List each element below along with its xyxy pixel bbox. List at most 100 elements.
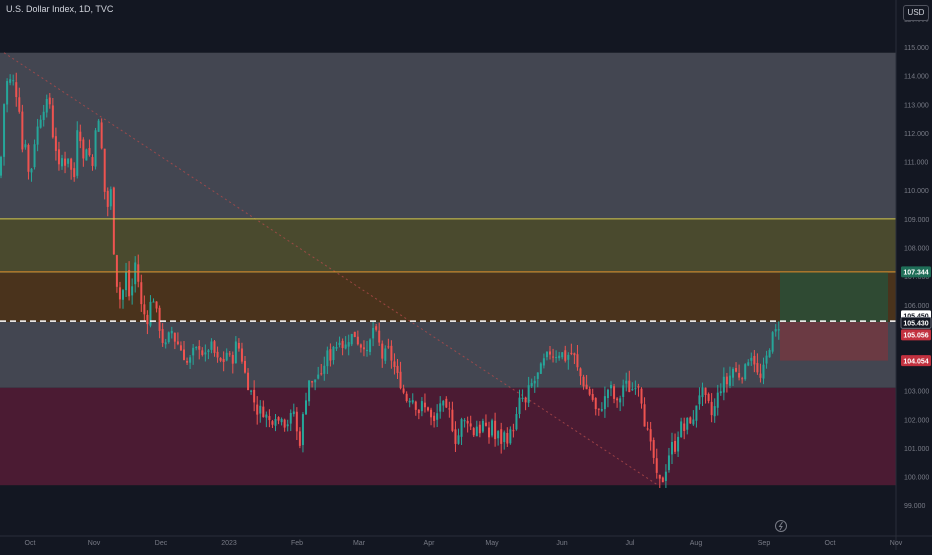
- candle-body: [545, 351, 548, 358]
- candle-body: [146, 314, 149, 325]
- candle-body: [427, 407, 429, 411]
- candle-body: [311, 381, 314, 383]
- x-tick-label: Dec: [155, 540, 168, 547]
- candle-body: [744, 364, 747, 380]
- candle-body: [631, 388, 634, 391]
- currency-button[interactable]: USD: [903, 5, 929, 21]
- candle-body: [6, 81, 9, 105]
- candle-body: [680, 421, 683, 438]
- candle-body: [183, 349, 185, 361]
- long-position-target-zone: [780, 271, 888, 322]
- candle-body: [582, 376, 585, 387]
- candle-body: [698, 395, 701, 405]
- candle-body: [323, 365, 326, 374]
- candle-body: [484, 422, 487, 426]
- long-position-stop-zone: [780, 321, 888, 361]
- candle-body: [423, 402, 426, 408]
- candle-body: [335, 347, 338, 349]
- candle-body: [228, 353, 231, 355]
- candle-body: [15, 82, 18, 98]
- candle-body: [637, 386, 640, 388]
- candle-body: [237, 342, 240, 349]
- candle-body: [613, 386, 616, 399]
- candle-body: [728, 375, 731, 386]
- candle-body: [527, 385, 530, 403]
- candle-body: [100, 122, 103, 149]
- candle-body: [201, 350, 204, 355]
- candle-body: [344, 344, 347, 349]
- candle-body: [286, 424, 289, 427]
- x-tick-label: Jul: [626, 540, 635, 547]
- candle-body: [143, 304, 146, 315]
- candle-body: [521, 397, 524, 399]
- candle-body: [274, 418, 277, 426]
- candle-body: [378, 330, 381, 343]
- candle-body: [88, 147, 91, 156]
- price-badge-bg: [901, 329, 931, 341]
- candle-body: [430, 409, 433, 418]
- x-tick-label: Aug: [690, 540, 703, 547]
- candle-body: [674, 440, 677, 452]
- candle-body: [475, 426, 478, 437]
- candle-body: [61, 158, 63, 167]
- candle-body: [399, 371, 402, 389]
- candle-body: [402, 388, 405, 393]
- candle-body: [558, 355, 561, 359]
- y-tick-label: 100.000: [904, 475, 929, 482]
- candle-body: [738, 373, 741, 378]
- x-tick-label: Oct: [25, 540, 36, 547]
- candle-body: [771, 332, 774, 352]
- candle-body: [308, 380, 311, 402]
- candle-body: [320, 373, 323, 375]
- candle-body: [240, 348, 243, 362]
- candle-body: [353, 331, 356, 337]
- candle-body: [463, 420, 466, 422]
- candle-body: [420, 401, 423, 412]
- candle-body: [21, 111, 24, 150]
- dotted-trendline: [3, 52, 659, 486]
- y-tick-label: 109.000: [904, 217, 929, 224]
- candle-body: [134, 262, 137, 285]
- candle-body: [314, 379, 317, 383]
- candle-body: [362, 347, 365, 350]
- candle-body: [213, 341, 216, 353]
- time-axis[interactable]: Oct Nov Dec 2023 Feb Mar Apr May Jun Jul Aug Sep Oct…: [25, 540, 903, 547]
- candle-body: [640, 388, 643, 404]
- candle-body: [122, 290, 124, 300]
- candle-body: [109, 189, 112, 207]
- candle-body: [494, 420, 497, 440]
- candle-body: [280, 418, 283, 423]
- y-tick-label: 115.000: [904, 45, 929, 52]
- y-tick-label: 112.000: [904, 131, 929, 138]
- candle-body: [45, 99, 48, 113]
- candle-body: [271, 421, 274, 425]
- candle-body: [768, 350, 771, 358]
- candle-body: [366, 349, 368, 351]
- candle-body: [524, 397, 527, 403]
- candle-body: [210, 341, 213, 350]
- candle-body: [192, 347, 195, 356]
- candle-body: [414, 401, 417, 410]
- candle-body: [576, 354, 579, 368]
- bolt-icon[interactable]: [775, 520, 787, 532]
- x-tick-label: Feb: [291, 540, 303, 547]
- candle-body: [448, 408, 451, 410]
- candle-body: [750, 357, 753, 361]
- candle-body: [231, 354, 234, 364]
- candle-body: [277, 417, 280, 421]
- candle-body: [472, 428, 475, 436]
- candle-body: [18, 97, 21, 112]
- candle-body: [509, 429, 512, 444]
- candle-body: [359, 344, 362, 348]
- price-badge-green: 107.344: [901, 266, 931, 278]
- candle-body: [603, 396, 606, 410]
- candle-body: [555, 357, 558, 359]
- candle-body: [585, 384, 588, 390]
- candle-body: [625, 380, 628, 384]
- candle-body: [530, 383, 533, 387]
- price-badge-red: 105.056: [901, 329, 931, 341]
- candle-body: [118, 287, 121, 300]
